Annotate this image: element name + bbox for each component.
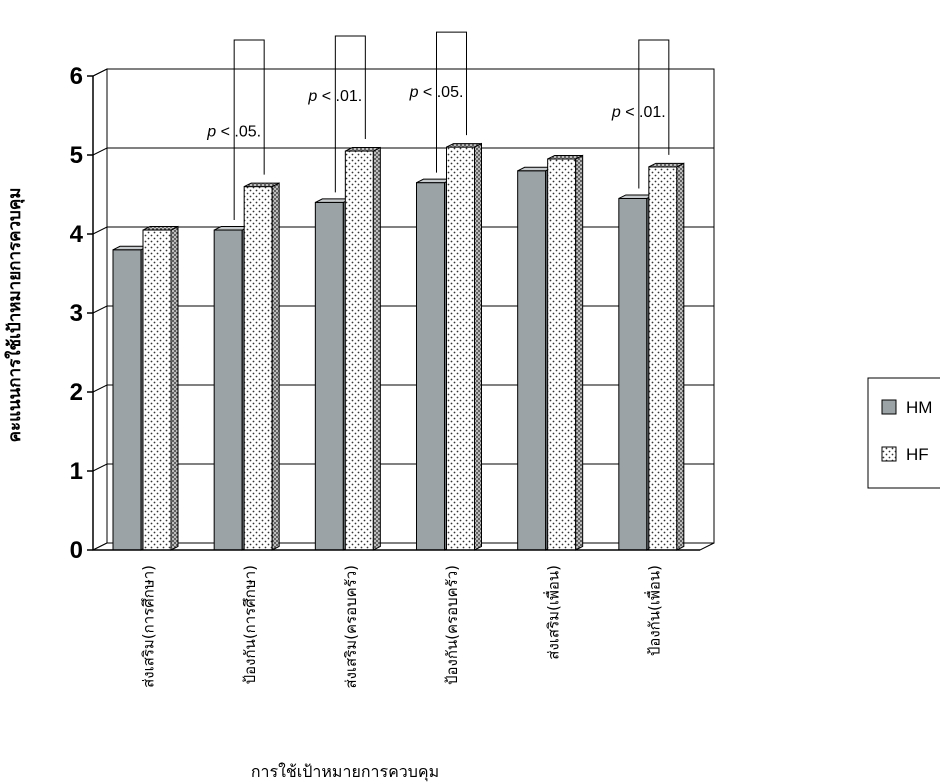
bar-side xyxy=(575,154,584,551)
bar-top xyxy=(345,147,381,152)
legend-swatch-hf xyxy=(881,446,897,462)
bar-front xyxy=(344,150,374,551)
bar-top xyxy=(243,182,280,188)
bar-front xyxy=(446,146,475,551)
bar-hf xyxy=(547,154,584,551)
bar-top xyxy=(446,143,482,148)
bar-front xyxy=(618,197,648,551)
significance-bracket: p < .01. xyxy=(307,35,366,193)
bracket-line xyxy=(436,31,467,173)
bracket-line xyxy=(638,39,670,189)
gridline xyxy=(92,463,714,472)
gridline xyxy=(92,68,714,77)
bar-front xyxy=(517,170,547,551)
significance-label: p < .01. xyxy=(307,88,362,105)
bar-front xyxy=(416,182,445,551)
legend-box xyxy=(867,377,940,489)
annotations: p < .05. p < .01. p < .05. p < .01. xyxy=(206,31,670,221)
y-tick-label: 0 xyxy=(70,537,83,564)
axes: ส่งเสริม(การศึกษา) ป้องกัน(การศึกษา) ส่งเส… xyxy=(70,63,700,689)
bar-side xyxy=(474,142,482,551)
bracket-line xyxy=(233,39,265,221)
bar-hf xyxy=(243,182,280,551)
significance-bracket: p < .05. xyxy=(409,31,467,173)
x-tick-label: ป้องกัน(เพื่อน) xyxy=(643,565,663,656)
gridline xyxy=(92,384,714,393)
y-tick-label: 1 xyxy=(70,458,83,485)
bar-side xyxy=(676,162,685,551)
legend-label-hf: HF xyxy=(906,445,929,464)
bar-hf xyxy=(446,142,482,551)
y-tick-label: 3 xyxy=(70,300,83,327)
y-tick-label: 5 xyxy=(70,142,83,169)
x-tick-label: ป้องกัน(การศึกษา) xyxy=(241,565,259,684)
bar-front xyxy=(314,201,344,551)
significance-label: p < .05. xyxy=(409,84,464,101)
bars xyxy=(112,142,685,551)
bar-hf xyxy=(344,146,381,551)
x-axis-label: การใช้เป้าหมายการควบคุม xyxy=(251,762,439,782)
y-tick-label: 6 xyxy=(70,63,83,90)
x-tick-label: ส่งเสริม(เพื่อน) xyxy=(542,565,562,660)
bar-front xyxy=(547,158,577,551)
gridline xyxy=(92,226,714,235)
legend-label-hm: HM xyxy=(906,398,932,417)
bar-front xyxy=(243,186,273,551)
bracket-line xyxy=(334,35,366,193)
legend: HM HF xyxy=(867,377,940,489)
gridline xyxy=(92,305,714,314)
bar-side xyxy=(372,146,381,551)
bar-front xyxy=(648,166,678,551)
y-tick-label: 4 xyxy=(70,221,84,248)
significance-label: p < .05. xyxy=(206,124,261,141)
bar-front xyxy=(213,229,243,551)
y-axis-label: คะแนนการใช้เป้าหมายการควบคุม xyxy=(4,188,25,443)
bar-front xyxy=(112,249,142,551)
bar-hf xyxy=(648,162,685,551)
x-tick-label: ส่งเสริม(การศึกษา) xyxy=(140,565,158,688)
bar-top xyxy=(142,226,179,231)
bar-top xyxy=(547,154,583,160)
legend-swatch-hm xyxy=(881,399,897,415)
significance-bracket: p < .05. xyxy=(206,39,265,221)
bar-hf xyxy=(142,225,179,551)
significance-bracket: p < .01. xyxy=(611,39,670,189)
y-tick-label: 2 xyxy=(70,379,83,406)
significance-label: p < .01. xyxy=(611,104,666,121)
bar-side xyxy=(271,182,280,551)
x-tick-label: ส่งเสริม(ครอบครัว) xyxy=(342,565,360,689)
bar-top xyxy=(648,162,685,168)
gridline xyxy=(92,147,714,156)
x-tick-label: ป้องกัน(ครอบครัว) xyxy=(443,565,461,685)
bar-side xyxy=(170,225,179,551)
bar-front xyxy=(142,229,172,551)
